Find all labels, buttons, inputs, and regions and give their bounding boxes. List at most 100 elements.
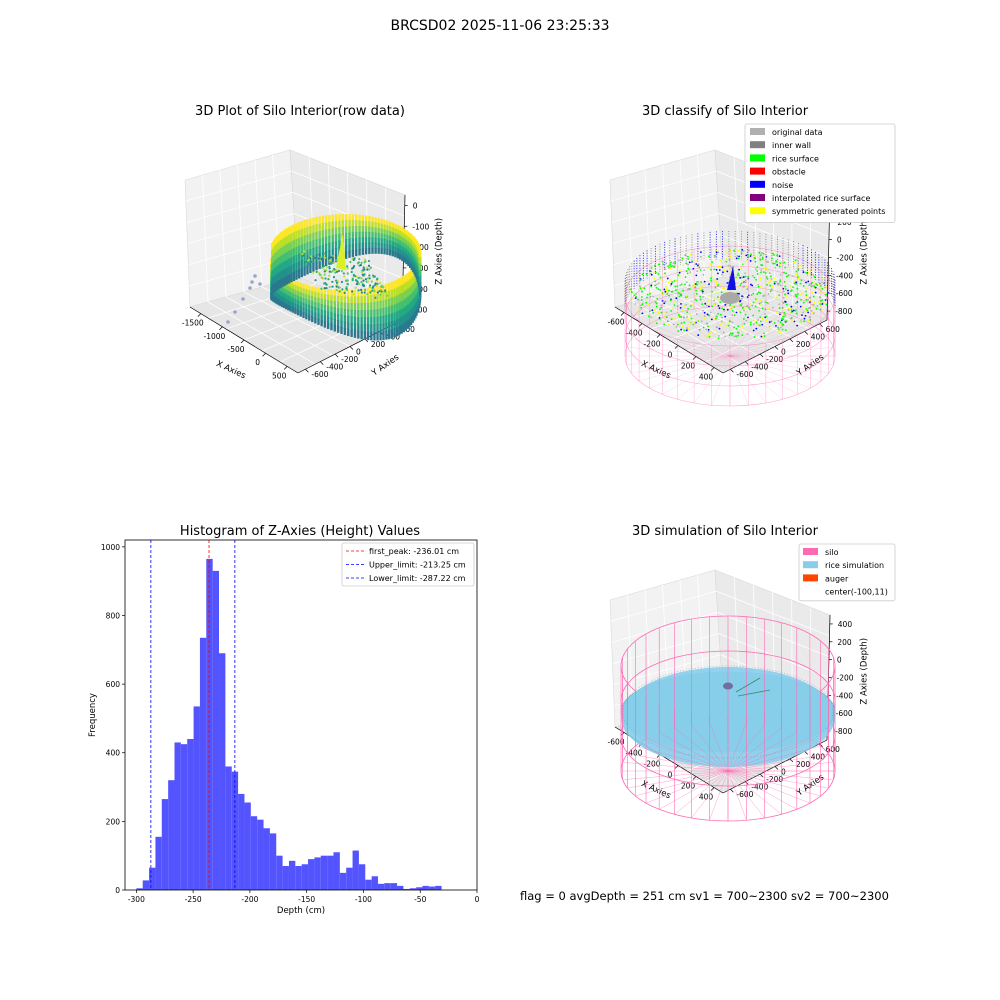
histogram-bar	[193, 706, 200, 890]
raw-point	[376, 316, 379, 326]
classified-point	[799, 282, 802, 285]
classified-point	[664, 311, 667, 314]
raw-point	[295, 263, 298, 272]
classified-point	[795, 270, 798, 273]
classified-point	[654, 314, 657, 317]
raw-point	[395, 295, 399, 305]
raw-point	[412, 304, 416, 314]
raw-point	[292, 240, 296, 250]
raw-point	[404, 290, 408, 299]
histogram-bar	[358, 864, 366, 890]
raw-point	[391, 241, 395, 247]
classified-point	[641, 286, 644, 289]
classified-point	[742, 262, 745, 265]
histogram-bar	[288, 860, 296, 890]
classified-point	[687, 318, 690, 320]
classified-point	[685, 303, 688, 306]
classified-point	[731, 333, 733, 336]
raw-point	[323, 270, 326, 273]
raw-point	[407, 231, 410, 238]
raw-point	[370, 332, 373, 341]
raw-point	[373, 317, 376, 326]
classified-point	[784, 293, 787, 296]
silo-wire	[627, 753, 729, 772]
raw-point	[361, 220, 365, 228]
classified-point	[778, 330, 781, 333]
classified-point	[639, 304, 642, 307]
raw-point	[287, 290, 290, 297]
raw-point	[382, 308, 385, 317]
center-blob	[720, 292, 740, 304]
raw-point	[379, 324, 382, 333]
classified-point	[691, 260, 693, 263]
classified-point	[793, 261, 796, 264]
raw-point	[351, 238, 355, 245]
classified-point	[800, 292, 803, 294]
raw-point	[330, 300, 333, 308]
raw-point	[368, 216, 371, 223]
x-axis-label-1: X Axies	[215, 359, 248, 382]
classified-point	[825, 303, 828, 306]
raw-outlier-point	[241, 297, 245, 301]
raw-point	[325, 283, 328, 286]
raw-point	[363, 324, 367, 333]
classified-point	[779, 331, 782, 334]
classified-point	[756, 270, 758, 272]
classified-point	[824, 299, 827, 301]
raw-point	[387, 322, 391, 332]
classified-point	[708, 304, 711, 306]
classified-point	[787, 309, 790, 311]
x-tick-label-1: 500	[272, 371, 287, 380]
classified-point	[731, 314, 734, 316]
classified-point	[794, 259, 797, 262]
raw-point	[361, 283, 365, 286]
classified-point	[806, 309, 809, 312]
raw-point	[398, 230, 402, 237]
raw-point	[277, 289, 281, 296]
raw-point	[412, 289, 416, 298]
raw-point	[328, 285, 331, 289]
legend-label: obstacle	[772, 168, 806, 177]
classified-point	[652, 272, 655, 274]
raw-point	[357, 296, 360, 305]
raw-point	[334, 214, 338, 222]
legend-swatch	[750, 207, 765, 215]
histogram-bar	[276, 855, 283, 890]
raw-point	[347, 315, 350, 324]
raw-point	[383, 229, 386, 235]
raw-point	[359, 288, 363, 291]
raw-point	[359, 264, 362, 267]
classified-point	[667, 267, 670, 269]
classified-point	[708, 335, 711, 338]
x-tick-2	[710, 367, 715, 371]
raw-point	[364, 237, 368, 244]
raw-point	[383, 219, 386, 226]
raw-point	[281, 291, 284, 298]
raw-point	[407, 246, 410, 252]
raw-point	[340, 308, 343, 316]
raw-point	[328, 221, 331, 230]
classified-point	[751, 274, 754, 277]
classified-point	[736, 255, 739, 257]
classified-point	[668, 294, 670, 297]
raw-point	[320, 287, 323, 290]
raw-point	[353, 323, 357, 332]
raw-point	[333, 324, 336, 332]
classified-point	[752, 319, 755, 322]
histogram-bar	[250, 816, 258, 890]
raw-point	[371, 227, 374, 234]
raw-point	[340, 289, 343, 297]
classified-point	[787, 274, 790, 277]
classified-point	[700, 320, 703, 323]
classified-point	[751, 284, 754, 287]
raw-point	[407, 255, 410, 262]
raw-point	[309, 226, 312, 235]
classified-point	[735, 328, 738, 330]
raw-point	[290, 265, 293, 275]
classified-point	[714, 329, 717, 331]
raw-point	[411, 283, 414, 293]
classified-point	[783, 280, 786, 283]
classified-point	[650, 316, 653, 319]
classified-point	[714, 286, 717, 289]
classified-point	[679, 293, 682, 296]
